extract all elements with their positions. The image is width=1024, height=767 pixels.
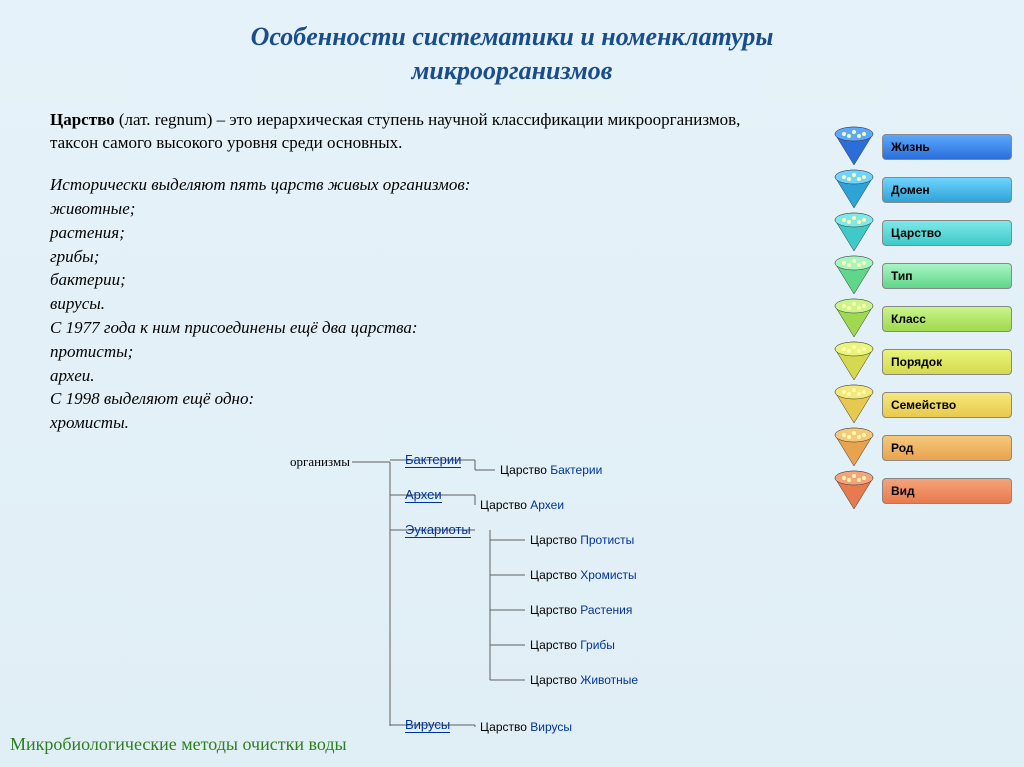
taxonomy-row: Домен	[832, 168, 1012, 211]
kingdom-label: Царство Грибы	[530, 638, 615, 652]
taxonomy-row: Семейство	[832, 383, 1012, 426]
history-item: бактерии;	[50, 268, 700, 292]
history-item: археи.	[50, 364, 700, 388]
taxonomy-row: Род	[832, 426, 1012, 469]
taxonomy-row: Вид	[832, 469, 1012, 512]
taxonomy-label: Жизнь	[882, 134, 1012, 160]
funnel-icon	[832, 426, 876, 469]
funnel-icon	[832, 383, 876, 426]
taxonomy-row: Класс	[832, 297, 1012, 340]
taxonomy-label: Царство	[882, 220, 1012, 246]
funnel-icon	[832, 254, 876, 297]
history-item: вирусы.	[50, 292, 700, 316]
domain-label: Эукариоты	[405, 522, 471, 538]
funnel-icon	[832, 469, 876, 512]
history-item: грибы;	[50, 245, 700, 269]
classification-tree: организмы Бактерии Царство Бактерии Археи Ца…	[290, 452, 740, 752]
kingdom-label: Царство Протисты	[530, 533, 634, 547]
taxonomy-row: Жизнь	[832, 125, 1012, 168]
definition-paragraph: Царство (лат. regnum) – это иерархическа…	[50, 108, 750, 156]
title-line-1: Особенности систематики и номенклатуры	[251, 22, 774, 51]
history-item: хромисты.	[50, 411, 700, 435]
kingdom-label: Царство Вирусы	[480, 720, 572, 734]
history-item: растения;	[50, 221, 700, 245]
history-intro: Исторически выделяют пять царств живых о…	[50, 173, 700, 197]
page-title: Особенности систематики и номенклатуры м…	[0, 0, 1024, 88]
kingdom-label: Царство Растения	[530, 603, 632, 617]
history-block: Исторически выделяют пять царств живых о…	[50, 173, 700, 435]
domain-label: Вирусы	[405, 717, 450, 733]
taxonomy-label: Вид	[882, 478, 1012, 504]
funnel-icon	[832, 125, 876, 168]
taxonomy-label: Класс	[882, 306, 1012, 332]
taxonomy-row: Царство	[832, 211, 1012, 254]
kingdom-label: Царство Животные	[530, 673, 638, 687]
taxonomy-label: Порядок	[882, 349, 1012, 375]
taxonomy-hierarchy: Жизнь Домен Царство Тип Класс Порядок	[832, 125, 1012, 512]
definition-text: (лат. regnum) – это иерархическая ступен…	[50, 110, 740, 153]
kingdom-label: Царство Хромисты	[530, 568, 637, 582]
funnel-icon	[832, 211, 876, 254]
history-since-1998: С 1998 выделяют ещё одно:	[50, 387, 700, 411]
history-item: протисты;	[50, 340, 700, 364]
history-since-1977: С 1977 года к ним присоединены ещё два ц…	[50, 316, 700, 340]
footer-text: Микробиологические методы очистки воды	[10, 734, 347, 755]
domain-label: Археи	[405, 487, 442, 503]
taxonomy-row: Тип	[832, 254, 1012, 297]
history-item: животные;	[50, 197, 700, 221]
taxonomy-label: Домен	[882, 177, 1012, 203]
domain-label: Бактерии	[405, 452, 461, 468]
kingdom-label: Царство Бактерии	[500, 463, 602, 477]
taxonomy-label: Семейство	[882, 392, 1012, 418]
taxonomy-row: Порядок	[832, 340, 1012, 383]
term: Царство	[50, 110, 115, 129]
taxonomy-label: Род	[882, 435, 1012, 461]
funnel-icon	[832, 340, 876, 383]
taxonomy-label: Тип	[882, 263, 1012, 289]
title-line-2: микроорганизмов	[412, 56, 613, 85]
tree-root-label: организмы	[290, 454, 350, 470]
funnel-icon	[832, 297, 876, 340]
kingdom-label: Царство Археи	[480, 498, 564, 512]
funnel-icon	[832, 168, 876, 211]
